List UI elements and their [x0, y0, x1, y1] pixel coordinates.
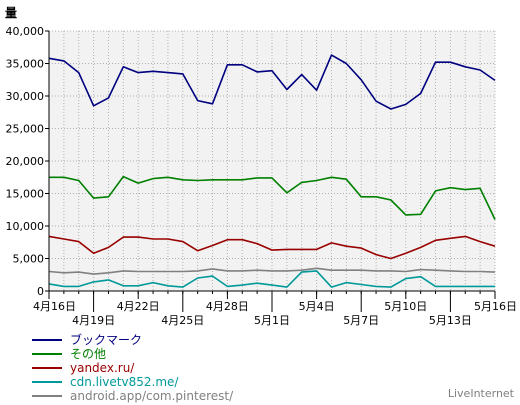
x-tick-label: 4月28日: [206, 300, 249, 313]
y-tick-label: 0: [37, 285, 44, 298]
legend-swatch: [32, 367, 62, 369]
legend-swatch: [32, 339, 62, 341]
legend-label: android.app/com.pinterest/: [70, 389, 234, 403]
series-line: [48, 54, 496, 110]
y-tick-label: 35,000: [6, 58, 45, 71]
series-line: [49, 175, 496, 220]
x-tick-label: 5月1日: [254, 314, 290, 327]
x-tick-label: 5月4日: [299, 300, 335, 313]
y-tick-label: 25,000: [6, 123, 45, 136]
x-tick-label: 5月10日: [384, 300, 427, 313]
x-tick-label: 4月19日: [72, 314, 115, 327]
x-tick-label: 5月13日: [429, 314, 472, 327]
x-tick-label: 4月22日: [117, 300, 160, 313]
y-tick-label: 30,000: [6, 90, 45, 103]
legend-swatch: [32, 353, 62, 355]
y-tick-label: 5,000: [13, 253, 45, 266]
legend-swatch: [32, 395, 62, 397]
x-tick-label: 5月7日: [343, 314, 379, 327]
legend-label: ブックマーク: [70, 333, 143, 347]
y-tick-label: 15,000: [6, 188, 45, 201]
y-tick-label: 40,000: [6, 25, 45, 38]
y-tick-label: 20,000: [6, 155, 45, 168]
series-line: [48, 235, 496, 260]
legend-label: yandex.ru/: [70, 361, 135, 375]
x-tick-label: 4月16日: [33, 300, 76, 313]
legend-label: その他: [70, 347, 107, 361]
legend-swatch: [32, 381, 62, 383]
series-line: [48, 267, 496, 275]
y-axis-label: 量: [5, 6, 17, 20]
series-lines: [48, 54, 496, 288]
series-line: [48, 270, 495, 288]
x-tick-label: 4月25日: [161, 314, 204, 327]
x-tick-label: 5月16日: [474, 300, 517, 313]
line-chart: 量 0 5,000 10,000 15,000 20,000 25,000 30,000 35…: [5, 6, 517, 327]
y-tick-label: 10,000: [6, 220, 45, 233]
brand-label: LiveInternet: [447, 387, 514, 400]
legend-label: cdn.livetv852.me/: [70, 375, 179, 389]
y-gridlines: [49, 30, 495, 259]
y-axis-ticks: 0 5,000 10,000 15,000 20,000 25,000 30,000 35,0…: [6, 25, 49, 298]
